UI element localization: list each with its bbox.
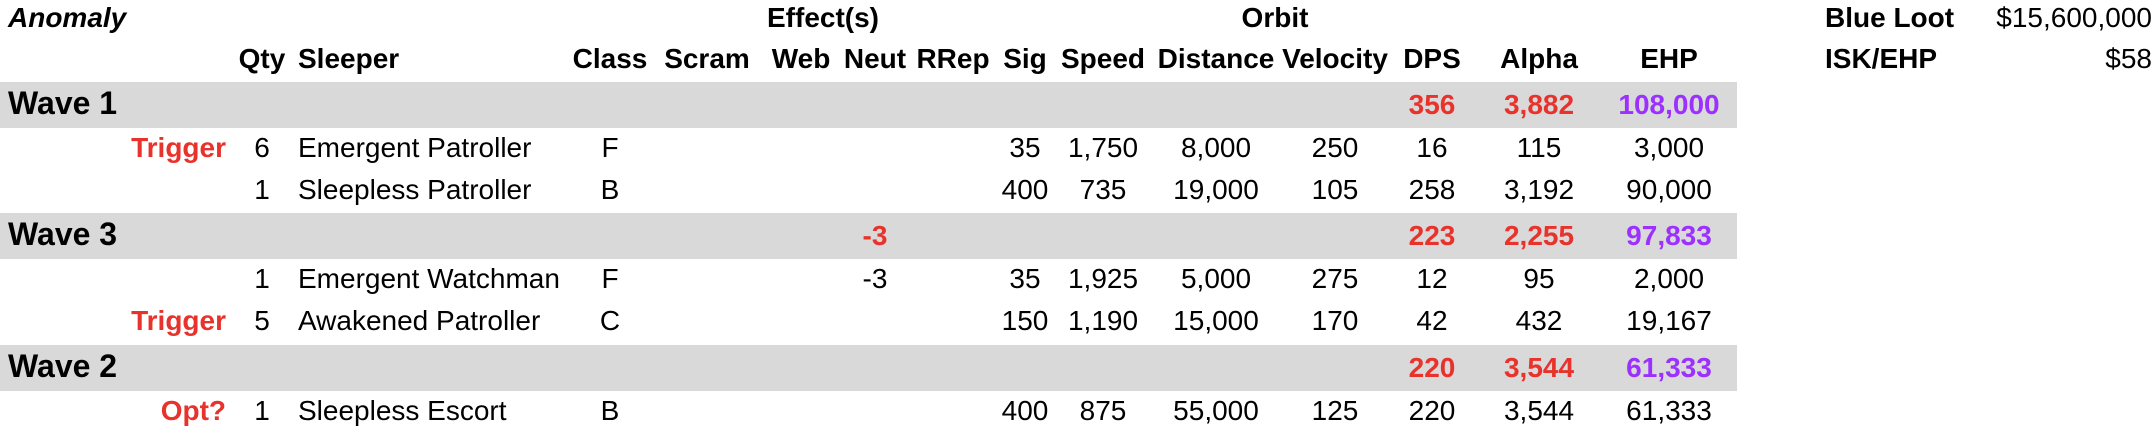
col-speed: Speed <box>1060 43 1146 74</box>
row-speed: 1,190 <box>1067 305 1139 336</box>
row-ehp: 90,000 <box>1626 174 1712 205</box>
col-neut: Neut <box>843 43 907 74</box>
wave-label: Wave 3 <box>8 216 118 252</box>
wave-alpha: 2,255 <box>1503 220 1575 251</box>
row-dps: 42 <box>1416 305 1448 336</box>
wave-dps: 220 <box>1408 352 1456 383</box>
blue-loot-label: Blue Loot <box>1825 2 1955 33</box>
row-speed: 1,750 <box>1067 132 1139 163</box>
wave-dps: 223 <box>1408 220 1456 251</box>
isk-ehp-label: ISK/EHP <box>1825 43 1938 74</box>
row-ehp: 2,000 <box>1633 263 1705 294</box>
wave-ehp: 108,000 <box>1618 89 1720 120</box>
row-distance: 5,000 <box>1180 263 1252 294</box>
col-web: Web <box>771 43 831 74</box>
row-speed: 875 <box>1079 395 1127 426</box>
wave-3-band <box>0 213 1737 259</box>
row-qty: 5 <box>254 305 270 336</box>
row-sig: 400 <box>1001 395 1049 426</box>
col-qty: Qty <box>238 43 286 74</box>
orbit-header: Orbit <box>1241 2 1309 33</box>
row-dps: 12 <box>1416 263 1448 294</box>
row-sig: 35 <box>1009 132 1041 163</box>
row-distance: 55,000 <box>1173 395 1259 426</box>
trigger-note: Trigger <box>131 132 226 163</box>
row-sleeper: Sleepless Patroller <box>298 174 532 205</box>
row-qty: 1 <box>254 174 270 205</box>
row-velocity: 250 <box>1311 132 1359 163</box>
col-distance: Distance <box>1157 43 1275 74</box>
row-speed: 1,925 <box>1067 263 1139 294</box>
row-class: F <box>601 263 619 294</box>
row-velocity: 170 <box>1311 305 1359 336</box>
col-scram: Scram <box>664 43 750 74</box>
col-sleeper: Sleeper <box>298 43 400 74</box>
row-neut: -3 <box>862 263 888 294</box>
wave-label: Wave 1 <box>8 85 118 121</box>
wave-label: Wave 2 <box>8 348 118 384</box>
row-sleeper: Emergent Patroller <box>298 132 532 163</box>
row-dps: 220 <box>1408 395 1456 426</box>
wave-alpha: 3,882 <box>1503 89 1575 120</box>
row-qty: 1 <box>254 263 270 294</box>
effects-header: Effect(s) <box>766 2 880 33</box>
col-velocity: Velocity <box>1282 43 1388 74</box>
row-velocity: 105 <box>1311 174 1359 205</box>
optional-note: Opt? <box>160 395 226 426</box>
row-ehp: 61,333 <box>1626 395 1712 426</box>
row-dps: 258 <box>1408 174 1456 205</box>
row-distance: 15,000 <box>1173 305 1259 336</box>
row-qty: 6 <box>254 132 270 163</box>
row-distance: 19,000 <box>1173 174 1259 205</box>
wave-ehp: 61,333 <box>1626 352 1712 383</box>
wave-alpha: 3,544 <box>1503 352 1575 383</box>
row-speed: 735 <box>1079 174 1127 205</box>
col-ehp: EHP <box>1640 43 1698 74</box>
row-dps: 16 <box>1416 132 1448 163</box>
col-dps: DPS <box>1403 43 1461 74</box>
wave-neut: -3 <box>862 220 888 251</box>
row-class: B <box>600 174 620 205</box>
row-class: F <box>601 132 619 163</box>
row-sleeper: Emergent Watchman <box>298 263 560 294</box>
row-sig: 35 <box>1009 263 1041 294</box>
col-alpha: Alpha <box>1500 43 1578 74</box>
row-velocity: 275 <box>1311 263 1359 294</box>
blue-loot-value: $15,600,000 <box>1996 2 2152 33</box>
row-ehp: 19,167 <box>1626 305 1712 336</box>
wave-dps: 356 <box>1408 89 1456 120</box>
wave-1-band <box>0 82 1737 128</box>
row-alpha: 115 <box>1516 132 1562 163</box>
anomaly-label: Anomaly <box>8 2 127 33</box>
row-ehp: 3,000 <box>1633 132 1705 163</box>
row-class: B <box>600 395 620 426</box>
row-sleeper: Awakened Patroller <box>298 305 541 336</box>
row-class: C <box>599 305 621 336</box>
row-sig: 400 <box>1001 174 1049 205</box>
row-alpha: 432 <box>1515 305 1563 336</box>
row-distance: 8,000 <box>1180 132 1252 163</box>
row-alpha: 3,192 <box>1503 174 1575 205</box>
col-sig: Sig <box>1003 43 1047 74</box>
row-alpha: 3,544 <box>1503 395 1575 426</box>
row-qty: 1 <box>254 395 270 426</box>
trigger-note: Trigger <box>131 305 226 336</box>
row-sleeper: Sleepless Escort <box>298 395 507 426</box>
wave-2-band <box>0 345 1737 391</box>
row-sig: 150 <box>1001 305 1049 336</box>
col-rrep: RRep <box>916 43 990 74</box>
row-velocity: 125 <box>1311 395 1359 426</box>
col-class: Class <box>572 43 648 74</box>
isk-ehp-value: $58 <box>2105 43 2152 74</box>
row-alpha: 95 <box>1523 263 1555 294</box>
wave-ehp: 97,833 <box>1626 220 1712 251</box>
